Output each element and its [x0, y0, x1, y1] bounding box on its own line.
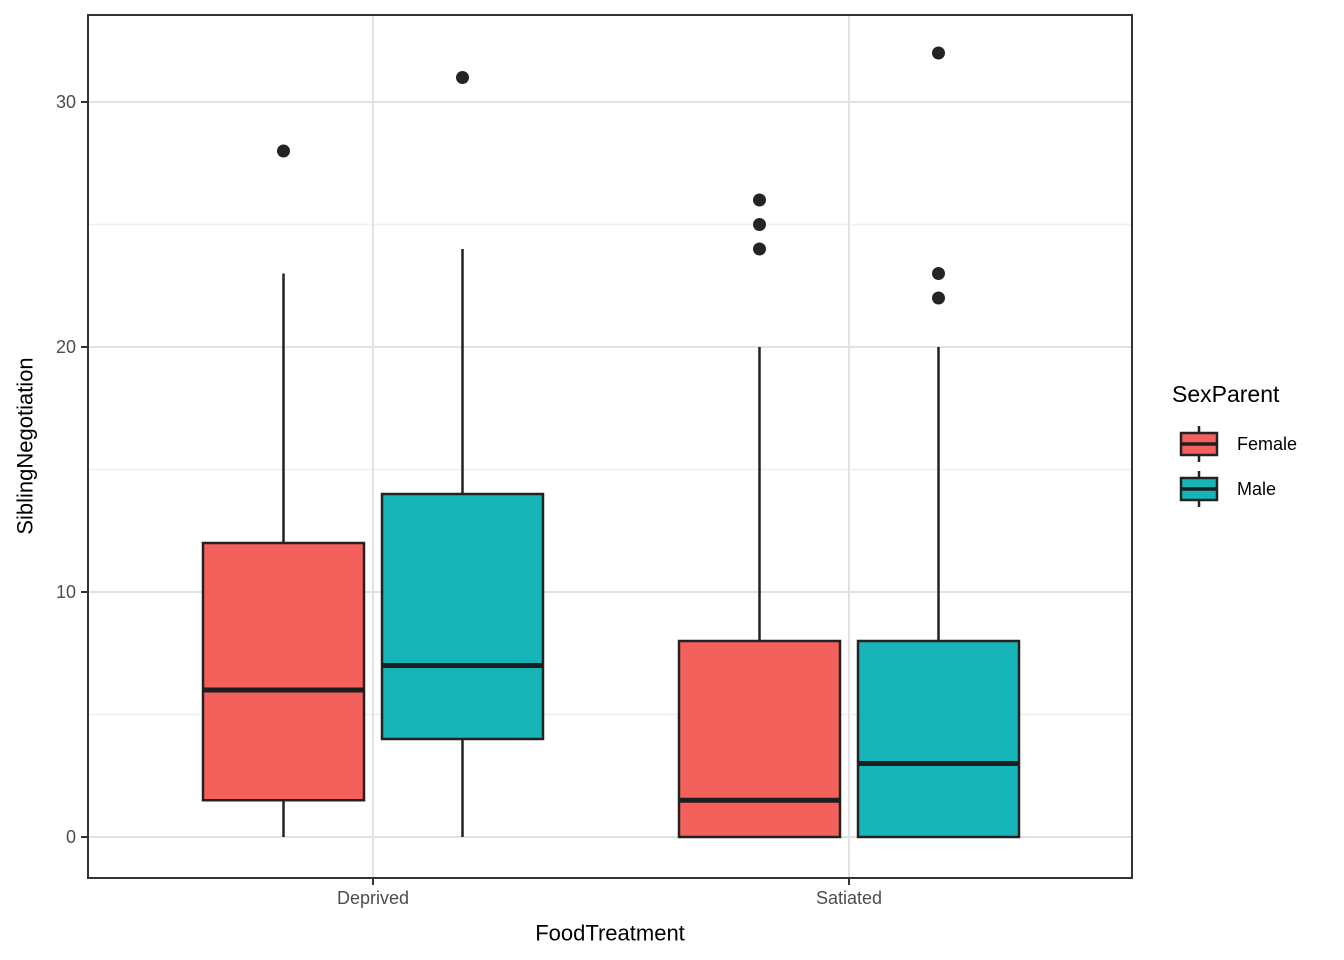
legend-label-male: Male: [1237, 479, 1276, 499]
y-tick-label: 10: [56, 582, 76, 602]
box-satiated-male: [856, 46, 1021, 839]
box-satiated-female: [677, 193, 842, 839]
box-iqr: [677, 639, 842, 839]
outlier-point: [753, 218, 766, 231]
legend-key-male: [1179, 471, 1219, 507]
legend-keys: [1179, 426, 1219, 507]
x-axis-title: FoodTreatment: [535, 921, 685, 946]
grid-major: [88, 15, 1132, 878]
box-iqr: [856, 639, 1021, 839]
y-tick-label: 30: [56, 92, 76, 112]
y-axis-title: SiblingNegotiation: [13, 357, 38, 534]
panel-border: [87, 14, 1133, 879]
legend-key-female: [1179, 426, 1219, 462]
box-deprived-female: [201, 144, 366, 837]
y-tick-label: 20: [56, 337, 76, 357]
plot-render-layer: 0 10 20 30 Deprived Satiated: [56, 14, 1133, 908]
outlier-point: [932, 46, 945, 60]
legend-title: SexParent: [1172, 381, 1280, 407]
box-iqr: [380, 492, 545, 741]
box-iqr: [201, 541, 366, 802]
outlier-point: [277, 144, 290, 158]
outlier-point: [932, 267, 945, 280]
outlier-point: [456, 71, 469, 84]
y-tick-label: 0: [66, 827, 76, 847]
outlier-point: [753, 242, 766, 256]
box-deprived-male: [380, 71, 545, 837]
legend: SexParent Female Male: [1172, 381, 1297, 507]
boxes-layer: [201, 46, 1021, 839]
outlier-point: [932, 291, 945, 305]
x-tick-label: Satiated: [816, 888, 882, 908]
legend-label-female: Female: [1237, 434, 1297, 454]
axis-ticks: 0 10 20 30 Deprived Satiated: [56, 92, 882, 908]
x-tick-label: Deprived: [337, 888, 409, 908]
outlier-point: [753, 193, 766, 207]
